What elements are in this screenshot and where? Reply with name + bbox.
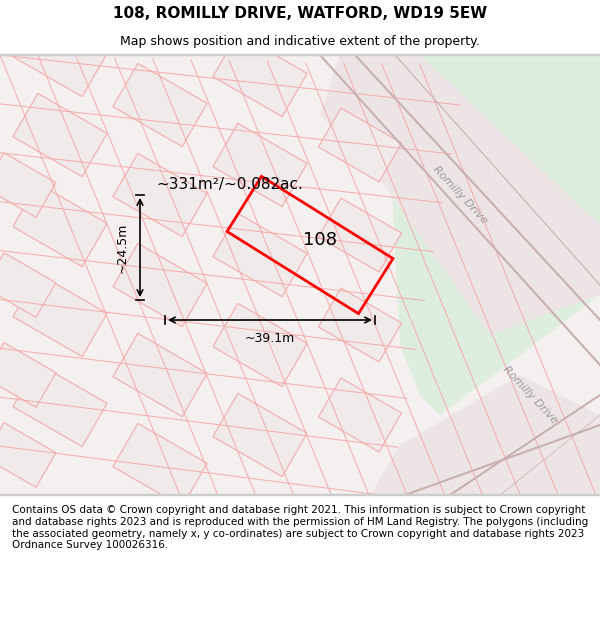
Polygon shape [13,13,107,97]
Polygon shape [0,152,56,218]
Polygon shape [113,243,207,327]
Polygon shape [13,273,107,357]
Polygon shape [213,213,307,297]
Polygon shape [213,303,307,387]
Polygon shape [370,375,600,495]
Polygon shape [385,55,600,415]
Polygon shape [213,123,307,207]
Text: 108, ROMILLY DRIVE, WATFORD, WD19 5EW: 108, ROMILLY DRIVE, WATFORD, WD19 5EW [113,6,487,21]
Text: Romilly Drive: Romilly Drive [431,164,489,226]
Polygon shape [113,333,207,417]
Polygon shape [213,393,307,477]
Polygon shape [113,153,207,237]
Polygon shape [13,93,107,177]
Polygon shape [319,198,401,272]
Polygon shape [319,108,401,182]
Text: ~39.1m: ~39.1m [245,331,295,344]
Polygon shape [0,253,56,318]
Polygon shape [13,183,107,267]
Polygon shape [113,423,207,507]
Text: 108: 108 [303,231,337,249]
Text: ~24.5m: ~24.5m [115,222,128,272]
Polygon shape [319,378,401,452]
Polygon shape [0,342,56,408]
Text: Contains OS data © Crown copyright and database right 2021. This information is : Contains OS data © Crown copyright and d… [12,506,588,550]
Text: ~331m²/~0.082ac.: ~331m²/~0.082ac. [157,177,304,192]
Polygon shape [319,288,401,362]
Text: Map shows position and indicative extent of the property.: Map shows position and indicative extent… [120,35,480,48]
Text: Romilly Drive: Romilly Drive [501,364,559,426]
Polygon shape [213,33,307,117]
Polygon shape [0,422,56,488]
Polygon shape [13,363,107,447]
Polygon shape [320,55,600,335]
Polygon shape [113,63,207,147]
